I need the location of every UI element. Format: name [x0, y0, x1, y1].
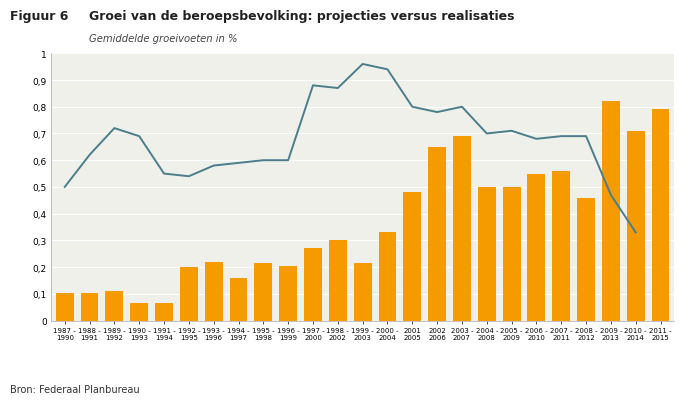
Bar [80, 293, 99, 321]
Bar [652, 110, 669, 321]
Bar [403, 193, 422, 321]
Bar [279, 266, 297, 321]
Bar [453, 137, 471, 321]
Text: Groei van de beroepsbevolking: projecties versus realisaties: Groei van de beroepsbevolking: projectie… [89, 10, 514, 23]
Bar [329, 241, 347, 321]
Bar [627, 132, 645, 321]
Bar [155, 304, 173, 321]
Bar [130, 304, 148, 321]
Text: Figuur 6: Figuur 6 [10, 10, 69, 23]
Bar [255, 263, 272, 321]
Bar [106, 292, 123, 321]
Bar [379, 233, 396, 321]
Text: Gemiddelde groeivoeten in %: Gemiddelde groeivoeten in % [89, 34, 237, 44]
Bar [503, 187, 520, 321]
Text: Bron: Federaal Planbureau: Bron: Federaal Planbureau [10, 384, 140, 394]
Bar [552, 172, 570, 321]
Bar [428, 148, 446, 321]
Bar [528, 174, 545, 321]
Bar [577, 198, 595, 321]
Bar [478, 187, 496, 321]
Bar [205, 262, 223, 321]
Bar [180, 267, 197, 321]
Bar [304, 249, 322, 321]
Bar [353, 263, 372, 321]
Bar [56, 293, 74, 321]
Bar [229, 278, 247, 321]
Bar [602, 102, 620, 321]
